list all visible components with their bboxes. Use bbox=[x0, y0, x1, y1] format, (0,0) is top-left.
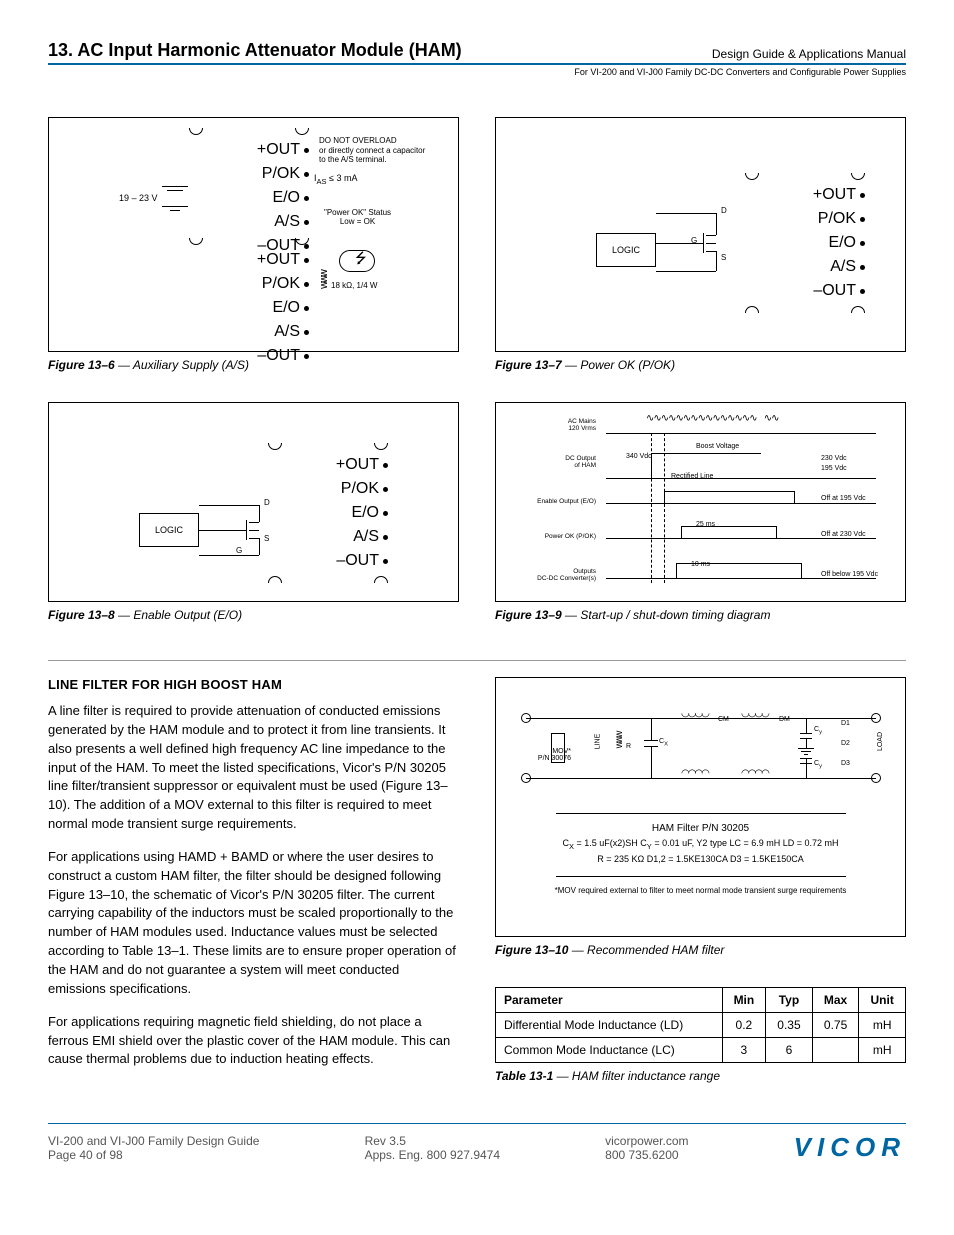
header-subtitle: Design Guide & Applications Manual bbox=[712, 47, 906, 61]
section-divider bbox=[48, 660, 906, 661]
section-heading: LINE FILTER FOR HIGH BOOST HAM bbox=[48, 677, 459, 692]
table-row: Common Mode Inductance (LC) 3 6 mH bbox=[496, 1038, 906, 1063]
table-13-1: Parameter Min Typ Max Unit Differential … bbox=[495, 987, 906, 1063]
body-paragraph: For applications requiring magnetic fiel… bbox=[48, 1013, 459, 1070]
header-subline: For VI-200 and VI-J00 Family DC-DC Conve… bbox=[48, 67, 906, 77]
brand-logo: VICOR bbox=[794, 1132, 906, 1163]
figure-13-9-caption: Figure 13–9 — Start-up / shut-down timin… bbox=[495, 608, 906, 622]
figure-13-6: +OUT P/OK E/O A/S –OUT +OUT P/OK E/O A/S… bbox=[48, 117, 459, 352]
table-row: Differential Mode Inductance (LD) 0.2 0.… bbox=[496, 1013, 906, 1038]
page-footer: VI-200 and VI-J00 Family Design Guide Pa… bbox=[48, 1123, 906, 1163]
body-paragraph: For applications using HAMD + BAMD or wh… bbox=[48, 848, 459, 999]
figure-13-7: +OUT P/OK E/O A/S –OUT LOGIC D G S bbox=[495, 117, 906, 352]
page-header: 13. AC Input Harmonic Attenuator Module … bbox=[48, 40, 906, 65]
header-title: 13. AC Input Harmonic Attenuator Module … bbox=[48, 40, 462, 61]
figure-13-7-caption: Figure 13–7 — Power OK (P/OK) bbox=[495, 358, 906, 372]
figure-13-9: AC Mains120 Vrms DC Outputof HAM Enable … bbox=[495, 402, 906, 602]
figure-13-8-caption: Figure 13–8 — Enable Output (E/O) bbox=[48, 608, 459, 622]
table-13-1-caption: Table 13-1 — HAM filter inductance range bbox=[495, 1069, 906, 1083]
figure-13-10: MOV*P/N 30076 LINE ʍʍʍ R CX ◡◡◡◡ ◠◠◠◠ CM… bbox=[495, 677, 906, 937]
figure-13-8: +OUT P/OK E/O A/S –OUT LOGIC D G S bbox=[48, 402, 459, 602]
figure-13-10-caption: Figure 13–10 — Recommended HAM filter bbox=[495, 943, 906, 957]
body-paragraph: A line filter is required to provide att… bbox=[48, 702, 459, 834]
